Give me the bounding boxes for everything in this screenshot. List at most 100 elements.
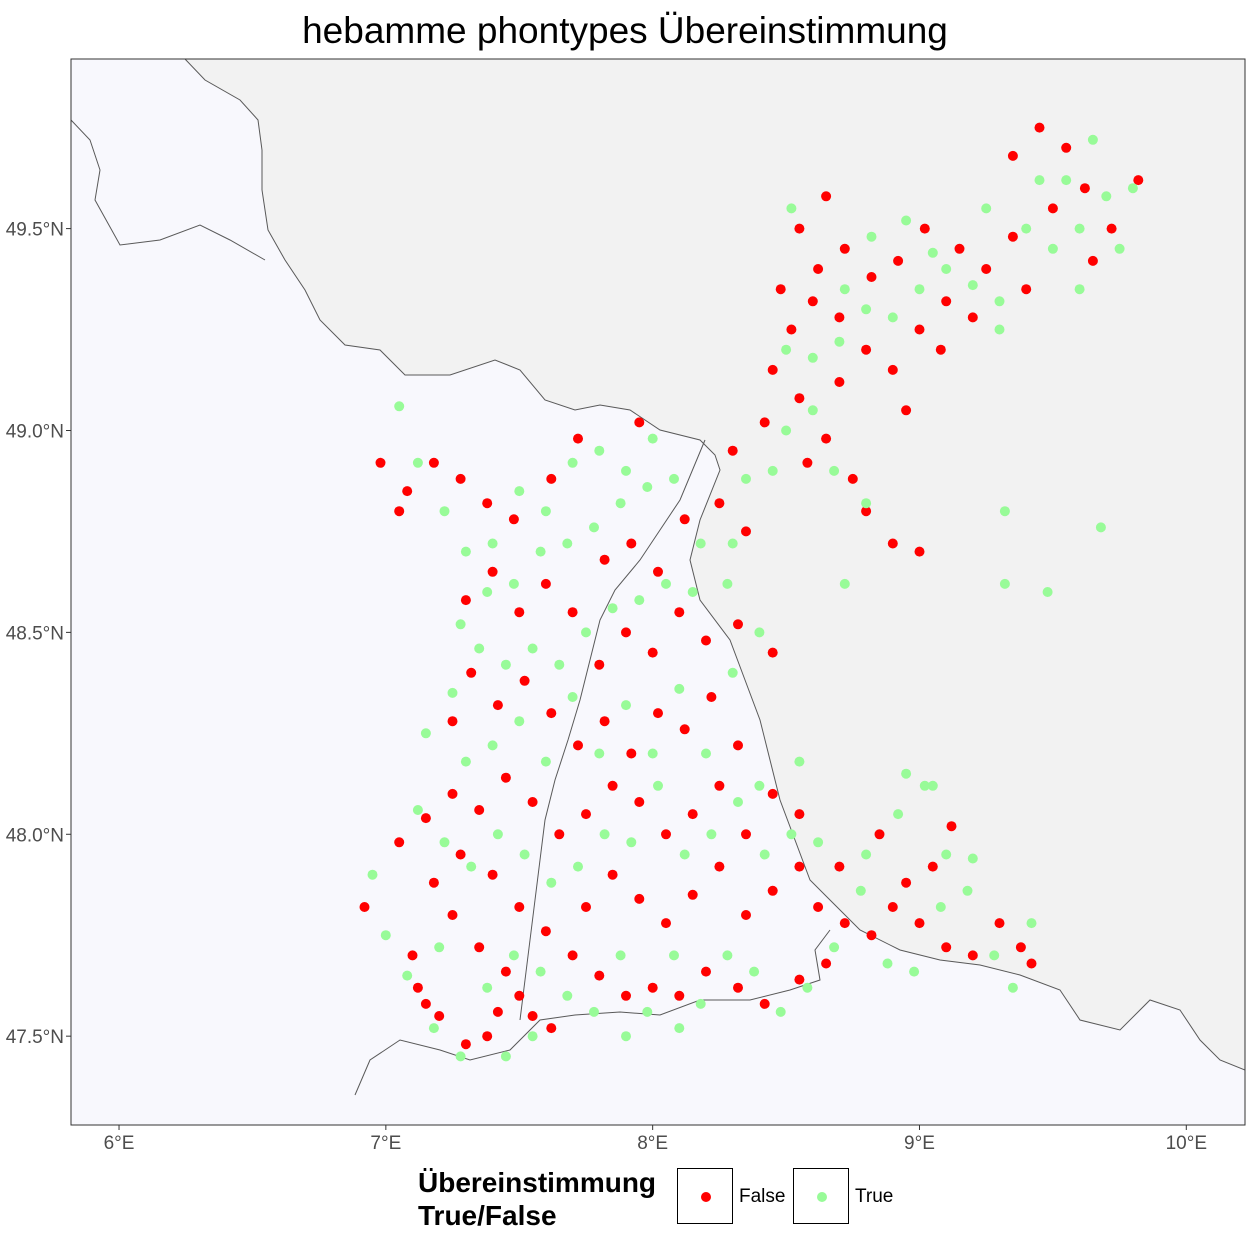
false-point-133 [1061, 142, 1072, 153]
false-point-135 [1106, 223, 1117, 234]
legend-key-true [793, 1168, 849, 1224]
false-point-50 [767, 788, 778, 799]
false-point-19 [621, 990, 631, 1001]
true-point-24 [989, 950, 1000, 961]
false-point-28 [607, 869, 618, 880]
true-point-78 [669, 473, 679, 484]
true-point-41 [546, 877, 557, 888]
false-point-79 [647, 647, 658, 658]
true-point-40 [573, 861, 583, 872]
true-point-53 [621, 700, 631, 711]
true-point-98 [781, 344, 792, 355]
true-point-52 [594, 748, 605, 759]
legend-label-true: True [855, 1186, 894, 1207]
true-point-126 [999, 578, 1010, 589]
false-point-92 [679, 514, 690, 525]
true-point-136 [527, 1031, 538, 1042]
true-point-97 [861, 498, 872, 509]
true-point-83 [514, 486, 525, 497]
true-point-75 [589, 522, 599, 533]
true-point-139 [941, 849, 952, 860]
true-point-9 [589, 1006, 599, 1017]
true-point-18 [829, 942, 840, 953]
false-point-13 [455, 849, 466, 860]
false-point-75 [466, 667, 477, 678]
true-point-131 [754, 780, 765, 791]
true-point-2 [402, 970, 413, 981]
true-point-48 [487, 740, 498, 751]
false-point-9 [500, 966, 511, 977]
false-point-66 [599, 716, 610, 727]
false-point-71 [733, 740, 743, 751]
false-point-100 [375, 457, 386, 468]
true-point-66 [661, 578, 671, 589]
true-point-6 [508, 950, 519, 961]
true-point-99 [807, 352, 818, 363]
true-point-106 [994, 296, 1005, 307]
false-point-84 [567, 607, 578, 618]
false-point-87 [487, 566, 498, 577]
false-point-146 [420, 998, 431, 1009]
false-point-22 [701, 966, 711, 977]
y-tick-label: 48.0°N [6, 825, 64, 846]
false-point-129 [775, 284, 786, 295]
true-point-31 [813, 837, 824, 848]
true-point-116 [1101, 191, 1112, 202]
true-point-113 [1021, 223, 1032, 234]
false-point-85 [540, 578, 551, 589]
true-point-54 [647, 748, 658, 759]
true-point-62 [554, 659, 565, 670]
false-point-73 [519, 675, 530, 686]
region-border [184, 59, 1245, 1071]
true-point-127 [1042, 587, 1053, 597]
false-point-142 [935, 344, 946, 355]
true-point-114 [1047, 243, 1058, 254]
true-point-72 [508, 578, 519, 589]
true-point-25 [1007, 982, 1018, 993]
true-point-86 [594, 445, 605, 456]
false-point-49 [946, 821, 957, 832]
true-point-91 [394, 401, 405, 412]
false-point-94 [741, 526, 751, 537]
false-point-81 [701, 635, 711, 646]
false-point-122 [893, 255, 904, 266]
false-point-39 [887, 902, 898, 912]
true-point-37 [653, 780, 663, 791]
false-point-91 [653, 566, 663, 577]
true-point-1 [380, 930, 391, 941]
false-point-144 [834, 377, 845, 387]
false-point-121 [866, 272, 877, 282]
false-point-136 [1133, 175, 1144, 186]
true-point-122 [1114, 243, 1125, 254]
false-point-24 [759, 998, 770, 1009]
false-point-115 [861, 344, 872, 355]
true-point-81 [460, 546, 471, 557]
false-point-126 [1007, 231, 1018, 242]
false-point-41 [941, 942, 952, 953]
false-point-98 [428, 457, 439, 468]
true-point-34 [733, 797, 743, 807]
true-point-70 [455, 619, 466, 630]
true-point-137 [621, 1031, 631, 1042]
true-point-63 [581, 627, 591, 638]
false-point-43 [994, 918, 1005, 929]
false-point-127 [794, 223, 805, 234]
x-tick-label: 10°E [1166, 1133, 1207, 1154]
true-point-133 [420, 728, 431, 739]
false-point-141 [967, 312, 978, 323]
false-point-88 [460, 595, 471, 606]
true-point-103 [914, 284, 925, 295]
false-point-72 [546, 708, 557, 719]
false-point-48 [874, 829, 885, 840]
false-point-114 [834, 312, 845, 323]
true-point-109 [901, 215, 912, 226]
true-point-124 [839, 578, 850, 589]
true-point-21 [909, 966, 920, 977]
true-point-28 [919, 780, 930, 791]
false-point-56 [634, 797, 645, 807]
true-point-39 [599, 829, 610, 840]
true-point-64 [607, 603, 618, 614]
false-point-108 [821, 433, 832, 444]
true-point-0 [367, 869, 378, 880]
rhine-border [519, 439, 706, 1021]
